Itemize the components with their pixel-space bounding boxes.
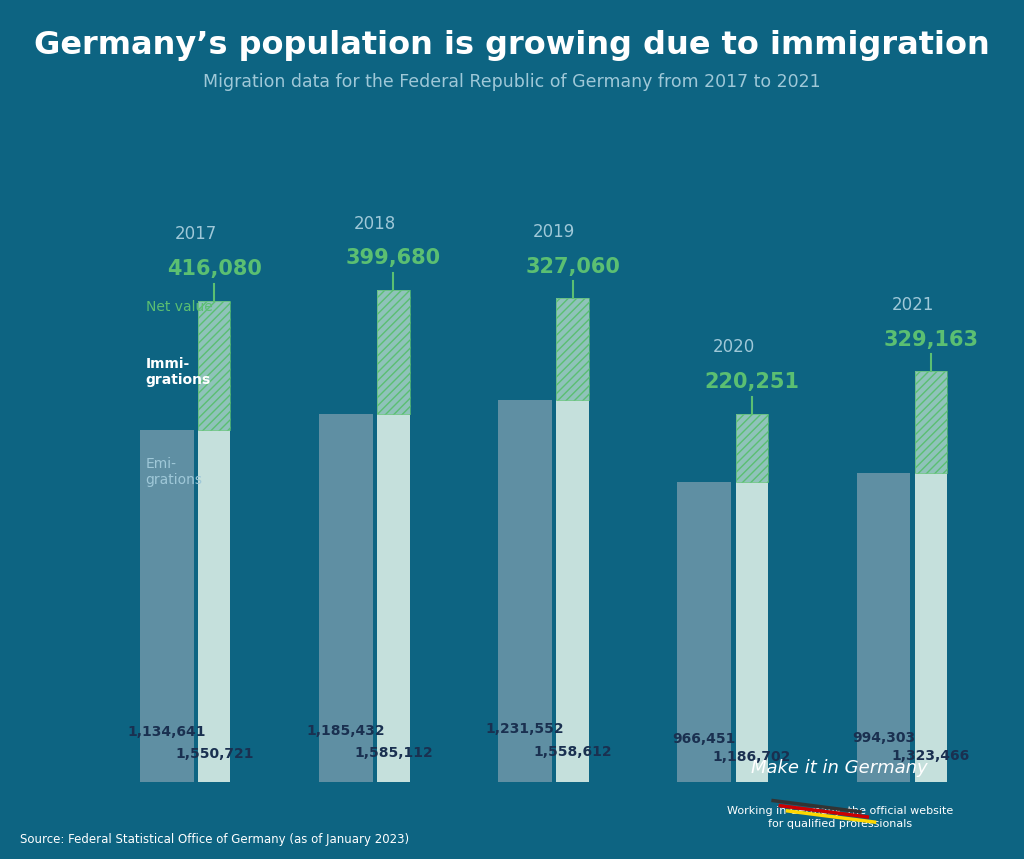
Bar — [198, 301, 230, 430]
Text: 416,080: 416,080 — [167, 259, 262, 279]
Bar — [499, 399, 552, 782]
Bar — [377, 290, 410, 414]
Text: Make it in Germany: Make it in Germany — [752, 759, 928, 777]
Bar — [556, 298, 589, 399]
Bar — [377, 414, 410, 782]
Bar — [735, 414, 768, 482]
Text: Source: Federal Statistical Office of Germany (as of January 2023): Source: Federal Statistical Office of Ge… — [20, 833, 410, 846]
Text: 1,134,641: 1,134,641 — [127, 726, 206, 740]
Bar — [140, 430, 194, 782]
Bar — [556, 298, 589, 399]
Bar — [914, 473, 947, 782]
Text: 1,550,721: 1,550,721 — [175, 746, 254, 760]
Text: Germany’s population is growing due to immigration: Germany’s population is growing due to i… — [34, 30, 990, 61]
Text: 2021: 2021 — [892, 296, 934, 314]
Text: 1,186,702: 1,186,702 — [713, 750, 791, 764]
Bar — [914, 371, 947, 473]
Bar — [198, 430, 230, 782]
Text: Emi-
grations: Emi- grations — [145, 456, 203, 487]
Text: 1,558,612: 1,558,612 — [534, 745, 612, 758]
Text: 1,323,466: 1,323,466 — [892, 749, 970, 763]
Bar — [319, 414, 373, 782]
Text: 220,251: 220,251 — [705, 372, 800, 392]
Text: Net value: Net value — [145, 301, 212, 314]
Text: 1,185,432: 1,185,432 — [306, 723, 385, 738]
Text: 1,231,552: 1,231,552 — [485, 722, 564, 736]
Bar — [735, 482, 768, 782]
Text: Working in Germany: the official website
for qualified professionals: Working in Germany: the official website… — [727, 806, 952, 829]
Bar — [377, 290, 410, 414]
Text: 994,303: 994,303 — [852, 731, 915, 745]
Bar — [678, 482, 731, 782]
Text: 1,585,112: 1,585,112 — [354, 746, 433, 759]
Text: 399,680: 399,680 — [346, 248, 441, 269]
Bar — [735, 414, 768, 482]
Bar — [198, 301, 230, 430]
Text: 2017: 2017 — [175, 225, 217, 243]
Text: 966,451: 966,451 — [673, 732, 736, 746]
Text: 2018: 2018 — [354, 215, 396, 233]
Text: 2020: 2020 — [713, 338, 755, 356]
Bar — [914, 371, 947, 473]
Bar — [857, 473, 910, 782]
Bar — [556, 399, 589, 782]
Text: Migration data for the Federal Republic of Germany from 2017 to 2021: Migration data for the Federal Republic … — [203, 73, 821, 91]
Text: 329,163: 329,163 — [884, 330, 979, 350]
Text: 327,060: 327,060 — [525, 257, 621, 277]
Text: Immi-
grations: Immi- grations — [145, 357, 211, 387]
Text: 2019: 2019 — [534, 223, 575, 241]
